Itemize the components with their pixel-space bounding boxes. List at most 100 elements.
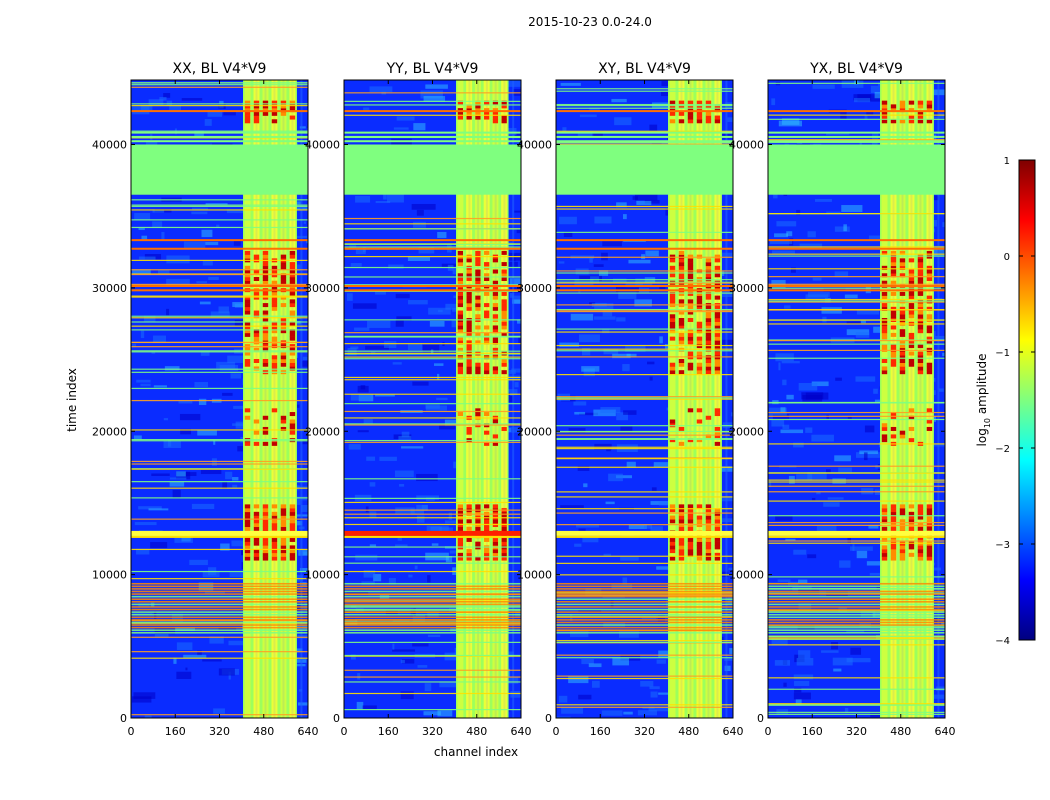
rfi-line bbox=[768, 601, 945, 603]
hot-spot bbox=[908, 519, 915, 524]
hot-spot bbox=[926, 545, 933, 550]
heatmap-cell bbox=[811, 381, 829, 387]
hot-spot bbox=[466, 321, 472, 326]
heatmap-cell bbox=[351, 654, 356, 660]
rfi-line bbox=[556, 348, 733, 350]
hot-spot bbox=[687, 366, 694, 371]
hot-channel-column bbox=[457, 80, 464, 718]
hot-spot bbox=[669, 111, 676, 116]
hot-spot bbox=[696, 362, 703, 367]
heatmap-cell bbox=[930, 694, 945, 699]
hot-spot bbox=[908, 303, 915, 308]
heatmap-cell bbox=[229, 572, 253, 578]
heatmap-cell bbox=[138, 256, 156, 260]
hot-spot bbox=[696, 325, 703, 330]
heatmap-cell bbox=[841, 205, 863, 213]
heatmap-cell bbox=[771, 419, 785, 427]
rfi-line bbox=[344, 100, 521, 102]
heatmap-cell bbox=[579, 334, 600, 343]
hot-spot bbox=[501, 321, 507, 326]
hot-spot bbox=[899, 504, 906, 509]
heatmap-cell bbox=[176, 642, 193, 650]
rfi-line bbox=[131, 144, 308, 147]
hot-spot bbox=[244, 556, 251, 561]
hot-spot bbox=[501, 306, 507, 311]
hot-spot bbox=[926, 250, 933, 255]
rfi-line bbox=[768, 283, 945, 285]
rfi-line bbox=[556, 606, 733, 608]
hot-spot bbox=[244, 351, 251, 356]
hot-spot bbox=[705, 111, 712, 116]
hot-spot bbox=[899, 108, 906, 113]
hot-spot bbox=[457, 412, 464, 417]
heatmap-cell bbox=[782, 424, 790, 430]
hot-spot bbox=[289, 508, 296, 513]
hot-spot bbox=[890, 355, 897, 360]
hot-spot bbox=[262, 254, 269, 259]
rfi-line bbox=[556, 310, 733, 312]
panels: XX, BL V4*V90 160 320 480 640010000200003000… bbox=[92, 61, 956, 738]
rfi-line bbox=[344, 681, 521, 683]
hot-spot bbox=[669, 336, 676, 341]
hot-spot bbox=[678, 515, 685, 520]
hot-spot bbox=[917, 276, 924, 281]
heatmap-cell bbox=[574, 543, 582, 547]
rfi-line bbox=[768, 621, 945, 624]
rfi-stripe bbox=[556, 530, 733, 536]
hot-spot bbox=[899, 306, 906, 311]
hot-spot bbox=[908, 362, 915, 367]
heatmap-cell bbox=[509, 292, 515, 298]
hot-spot bbox=[705, 504, 712, 509]
heatmap-cell bbox=[374, 290, 386, 295]
hot-spot bbox=[475, 314, 481, 319]
heatmap-cell bbox=[166, 100, 173, 106]
hot-spot bbox=[705, 317, 712, 322]
rfi-stripe bbox=[556, 289, 733, 292]
heatmap-cell bbox=[355, 195, 371, 203]
rfi-line bbox=[131, 606, 308, 608]
hot-spot bbox=[475, 108, 481, 113]
heatmap-cell bbox=[560, 82, 581, 86]
hot-spot bbox=[457, 299, 464, 304]
hot-spot bbox=[271, 552, 278, 557]
hot-spot bbox=[714, 325, 721, 330]
hot-spot bbox=[262, 541, 269, 546]
hot-spot bbox=[244, 269, 251, 274]
hot-spot bbox=[280, 262, 287, 267]
hot-spot bbox=[289, 321, 296, 326]
rfi-line bbox=[768, 300, 945, 302]
heatmap-cell bbox=[838, 467, 852, 473]
hot-spot bbox=[714, 426, 721, 431]
hot-spot bbox=[475, 104, 481, 109]
hot-spot bbox=[899, 366, 906, 371]
hot-spot bbox=[457, 519, 464, 524]
heatmap-cell bbox=[768, 480, 772, 488]
hot-spot bbox=[253, 276, 260, 281]
hot-spot bbox=[899, 332, 906, 337]
hot-spot bbox=[687, 515, 694, 520]
heatmap-cell bbox=[163, 93, 171, 98]
heatmap-cell bbox=[150, 542, 168, 549]
heatmap-cell bbox=[515, 131, 521, 137]
hot-spot bbox=[244, 115, 251, 120]
rfi-line bbox=[344, 523, 521, 526]
rfi-stripe bbox=[131, 285, 308, 288]
heatmap-cell bbox=[601, 710, 623, 716]
hot-spot bbox=[908, 295, 915, 300]
rfi-line bbox=[556, 458, 733, 460]
heatmap-cell bbox=[729, 648, 733, 654]
x-tick-label: 480 bbox=[466, 725, 487, 738]
hot-spot bbox=[908, 280, 915, 285]
rfi-line bbox=[131, 624, 308, 626]
hot-spot bbox=[253, 441, 260, 446]
hot-spot bbox=[475, 366, 481, 371]
hot-spot bbox=[289, 412, 296, 417]
heatmap-cell bbox=[570, 313, 594, 321]
hot-spot bbox=[908, 306, 915, 311]
heatmap-cell bbox=[138, 227, 145, 231]
hot-spot bbox=[244, 541, 251, 546]
rfi-line bbox=[344, 621, 521, 624]
hot-spot bbox=[271, 523, 278, 528]
hot-spot bbox=[475, 273, 481, 278]
